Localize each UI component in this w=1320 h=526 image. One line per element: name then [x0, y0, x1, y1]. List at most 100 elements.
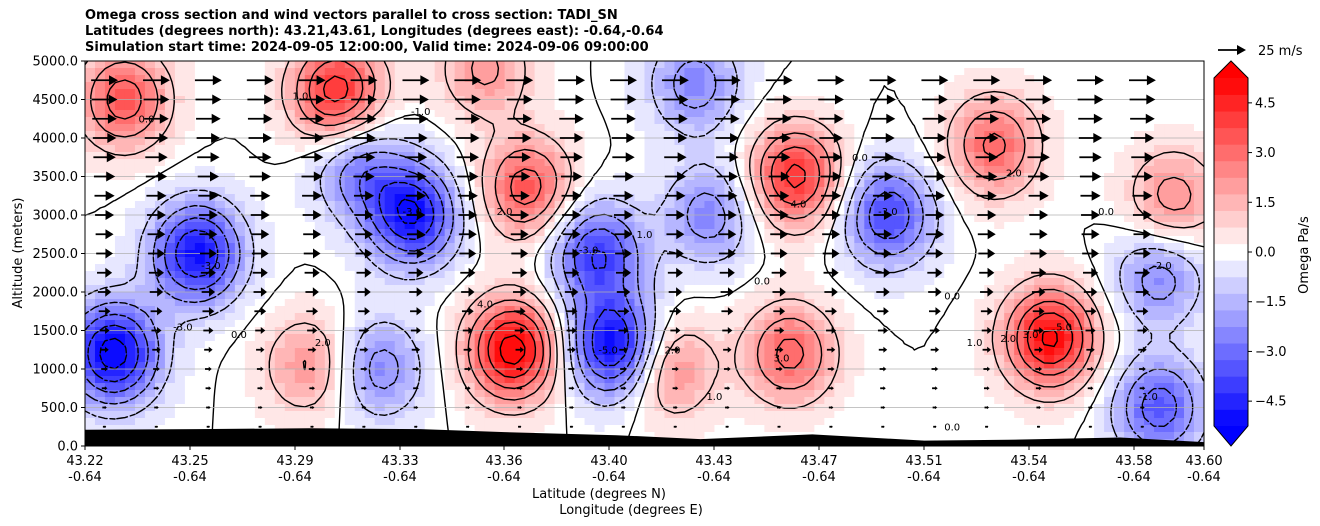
omega-cell	[574, 271, 586, 279]
omega-cell	[1104, 243, 1115, 251]
omega-cell	[554, 75, 566, 83]
omega-cell	[564, 229, 576, 237]
omega-cell	[794, 215, 805, 223]
omega-cell	[734, 145, 746, 153]
omega-cell	[504, 82, 516, 90]
omega-cell	[1114, 61, 1125, 69]
omega-cell	[884, 236, 895, 244]
omega-cell	[914, 131, 925, 139]
omega-cell	[214, 187, 226, 195]
omega-cell	[834, 131, 845, 139]
omega-cell	[334, 348, 346, 356]
omega-cell	[784, 299, 795, 307]
omega-cell	[85, 341, 96, 349]
omega-cell	[744, 285, 755, 293]
omega-cell	[974, 82, 985, 90]
omega-cell	[254, 138, 266, 146]
omega-cell	[804, 299, 815, 307]
omega-cell	[1034, 110, 1045, 118]
omega-cell	[514, 180, 526, 188]
omega-cell	[744, 306, 755, 314]
omega-cell	[104, 348, 116, 356]
omega-cell	[864, 236, 875, 244]
omega-cell	[124, 124, 136, 132]
omega-cell	[94, 257, 106, 265]
omega-cell	[184, 362, 196, 370]
omega-cell	[624, 166, 636, 174]
omega-cell	[274, 117, 286, 125]
omega-cell	[804, 201, 815, 209]
omega-cell	[184, 89, 196, 97]
omega-cell	[1064, 341, 1075, 349]
omega-cell	[704, 257, 716, 265]
omega-cell	[104, 306, 116, 314]
omega-cell	[854, 82, 865, 90]
omega-cell	[304, 222, 316, 230]
omega-cell	[85, 187, 96, 195]
omega-cell	[954, 145, 965, 153]
omega-cell	[1174, 243, 1185, 251]
omega-cell	[524, 278, 536, 286]
omega-cell	[364, 82, 376, 90]
omega-cell	[274, 138, 286, 146]
omega-cell	[834, 264, 845, 272]
omega-cell	[1124, 117, 1135, 125]
omega-cell	[924, 271, 935, 279]
omega-cell	[464, 124, 476, 132]
omega-cell	[904, 201, 915, 209]
omega-cell	[1094, 362, 1105, 370]
omega-cell	[614, 236, 626, 244]
omega-cell	[264, 292, 276, 300]
omega-cell	[164, 369, 176, 377]
omega-cell	[934, 243, 945, 251]
omega-cell	[1034, 341, 1045, 349]
omega-cell	[1144, 320, 1155, 328]
omega-cell	[1024, 187, 1035, 195]
omega-cell	[994, 236, 1005, 244]
omega-cell	[85, 124, 96, 132]
omega-cell	[1014, 103, 1025, 111]
omega-cell	[854, 187, 865, 195]
omega-cell	[814, 152, 825, 160]
omega-cell	[174, 89, 186, 97]
omega-cell	[404, 159, 416, 167]
omega-cell	[1174, 201, 1185, 209]
omega-cell	[294, 124, 306, 132]
omega-cell	[264, 138, 276, 146]
omega-cell	[644, 75, 656, 83]
omega-cell	[664, 145, 676, 153]
omega-cell	[1044, 243, 1055, 251]
omega-cell	[1184, 159, 1195, 167]
omega-cell	[164, 138, 176, 146]
omega-cell	[704, 215, 716, 223]
omega-cell	[584, 145, 596, 153]
omega-cell	[344, 320, 356, 328]
omega-cell	[534, 117, 546, 125]
omega-cell	[784, 278, 795, 286]
omega-cell	[134, 117, 146, 125]
omega-cell	[754, 75, 765, 83]
omega-cell	[614, 61, 626, 69]
omega-cell	[1124, 243, 1135, 251]
omega-cell	[764, 313, 775, 321]
omega-cell	[1004, 355, 1015, 363]
omega-cell	[814, 145, 825, 153]
omega-cell	[354, 124, 366, 132]
omega-cell	[574, 243, 586, 251]
omega-cell	[844, 166, 855, 174]
omega-cell	[224, 264, 236, 272]
omega-cell	[184, 229, 196, 237]
omega-cell	[564, 278, 576, 286]
omega-cell	[644, 320, 656, 328]
omega-cell	[694, 292, 706, 300]
omega-cell	[284, 285, 296, 293]
omega-cell	[354, 320, 366, 328]
omega-cell	[404, 82, 416, 90]
omega-cell	[1144, 208, 1155, 216]
omega-cell	[114, 278, 126, 286]
omega-cell	[984, 61, 995, 69]
omega-cell	[1144, 166, 1155, 174]
omega-cell	[594, 236, 606, 244]
omega-cell	[654, 257, 666, 265]
omega-cell	[524, 103, 536, 111]
